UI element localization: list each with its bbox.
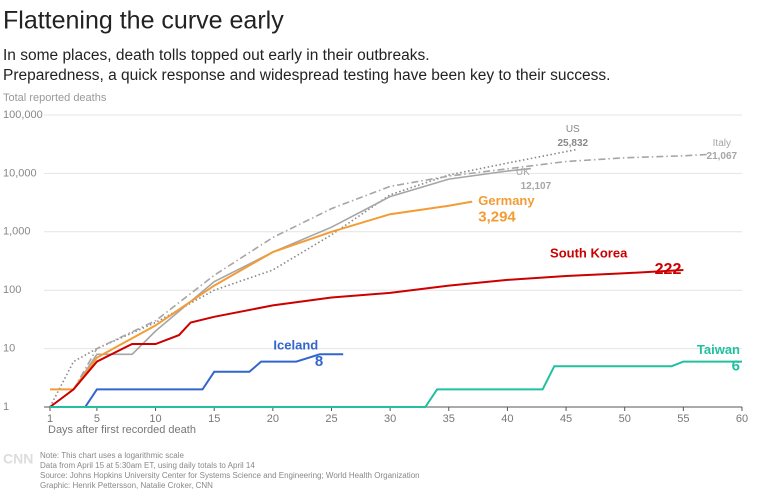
series-line [50, 360, 742, 408]
y-tick-label: 1,000 [3, 226, 31, 238]
series-name: South Korea [550, 245, 628, 260]
x-tick-label: 60 [736, 413, 748, 425]
data-label: 222 [655, 261, 682, 278]
series-line [50, 353, 344, 408]
note: Note: This chart uses a logarithmic scal… [40, 451, 184, 460]
chart-subtitle: In some places, death tolls topped out e… [3, 47, 430, 64]
x-tick-label: 10 [149, 413, 161, 425]
x-tick-label: 45 [560, 413, 572, 425]
data-label: 21,067 [707, 151, 738, 162]
x-axis-label: Days after first recorded death [48, 424, 196, 436]
data-label: 12,107 [521, 181, 552, 192]
y-tick-label: 100 [3, 284, 21, 296]
series-line [50, 200, 473, 391]
series-name: Taiwan [697, 342, 740, 357]
series-name: UK [516, 167, 530, 178]
data-label: 8 [315, 353, 323, 370]
x-tick-label: 1 [47, 413, 53, 425]
note: Data from April 15 at 5:30am ET, using d… [40, 461, 255, 470]
y-tick-label: 100,000 [3, 109, 43, 121]
x-tick-label: 55 [677, 413, 689, 425]
chart-title: Flattening the curve early [3, 7, 284, 35]
series-line [49, 148, 578, 408]
note: Source: Johns Hopkins University Center … [40, 471, 420, 480]
logo: CNN [3, 451, 33, 467]
note: Graphic: Henrik Pettersson, Natalie Crok… [40, 481, 213, 490]
series-line [49, 167, 531, 408]
series-line [49, 153, 707, 408]
y-tick-label: 10 [3, 343, 15, 355]
x-tick-label: 5 [94, 413, 100, 425]
x-tick-label: 40 [501, 413, 513, 425]
y-tick-label: 10,000 [3, 167, 37, 179]
x-tick-label: 30 [384, 413, 396, 425]
x-tick-label: 15 [208, 413, 220, 425]
x-tick-label: 35 [443, 413, 455, 425]
series-name: Italy [713, 138, 731, 149]
x-tick-label: 50 [619, 413, 631, 425]
data-label: 3,294 [478, 209, 516, 226]
data-label: 6 [732, 358, 740, 375]
y-tick-label: 1 [3, 401, 9, 413]
x-tick-label: 20 [267, 413, 279, 425]
series-line [49, 269, 684, 408]
x-tick-label: 25 [325, 413, 337, 425]
series-name: US [566, 124, 580, 135]
series-name: Iceland [273, 338, 318, 353]
data-label: 25,832 [557, 138, 588, 149]
y-axis-label: Total reported deaths [3, 92, 107, 104]
chart-subtitle: Preparedness, a quick response and wides… [3, 67, 610, 84]
series-name: Germany [478, 193, 535, 208]
